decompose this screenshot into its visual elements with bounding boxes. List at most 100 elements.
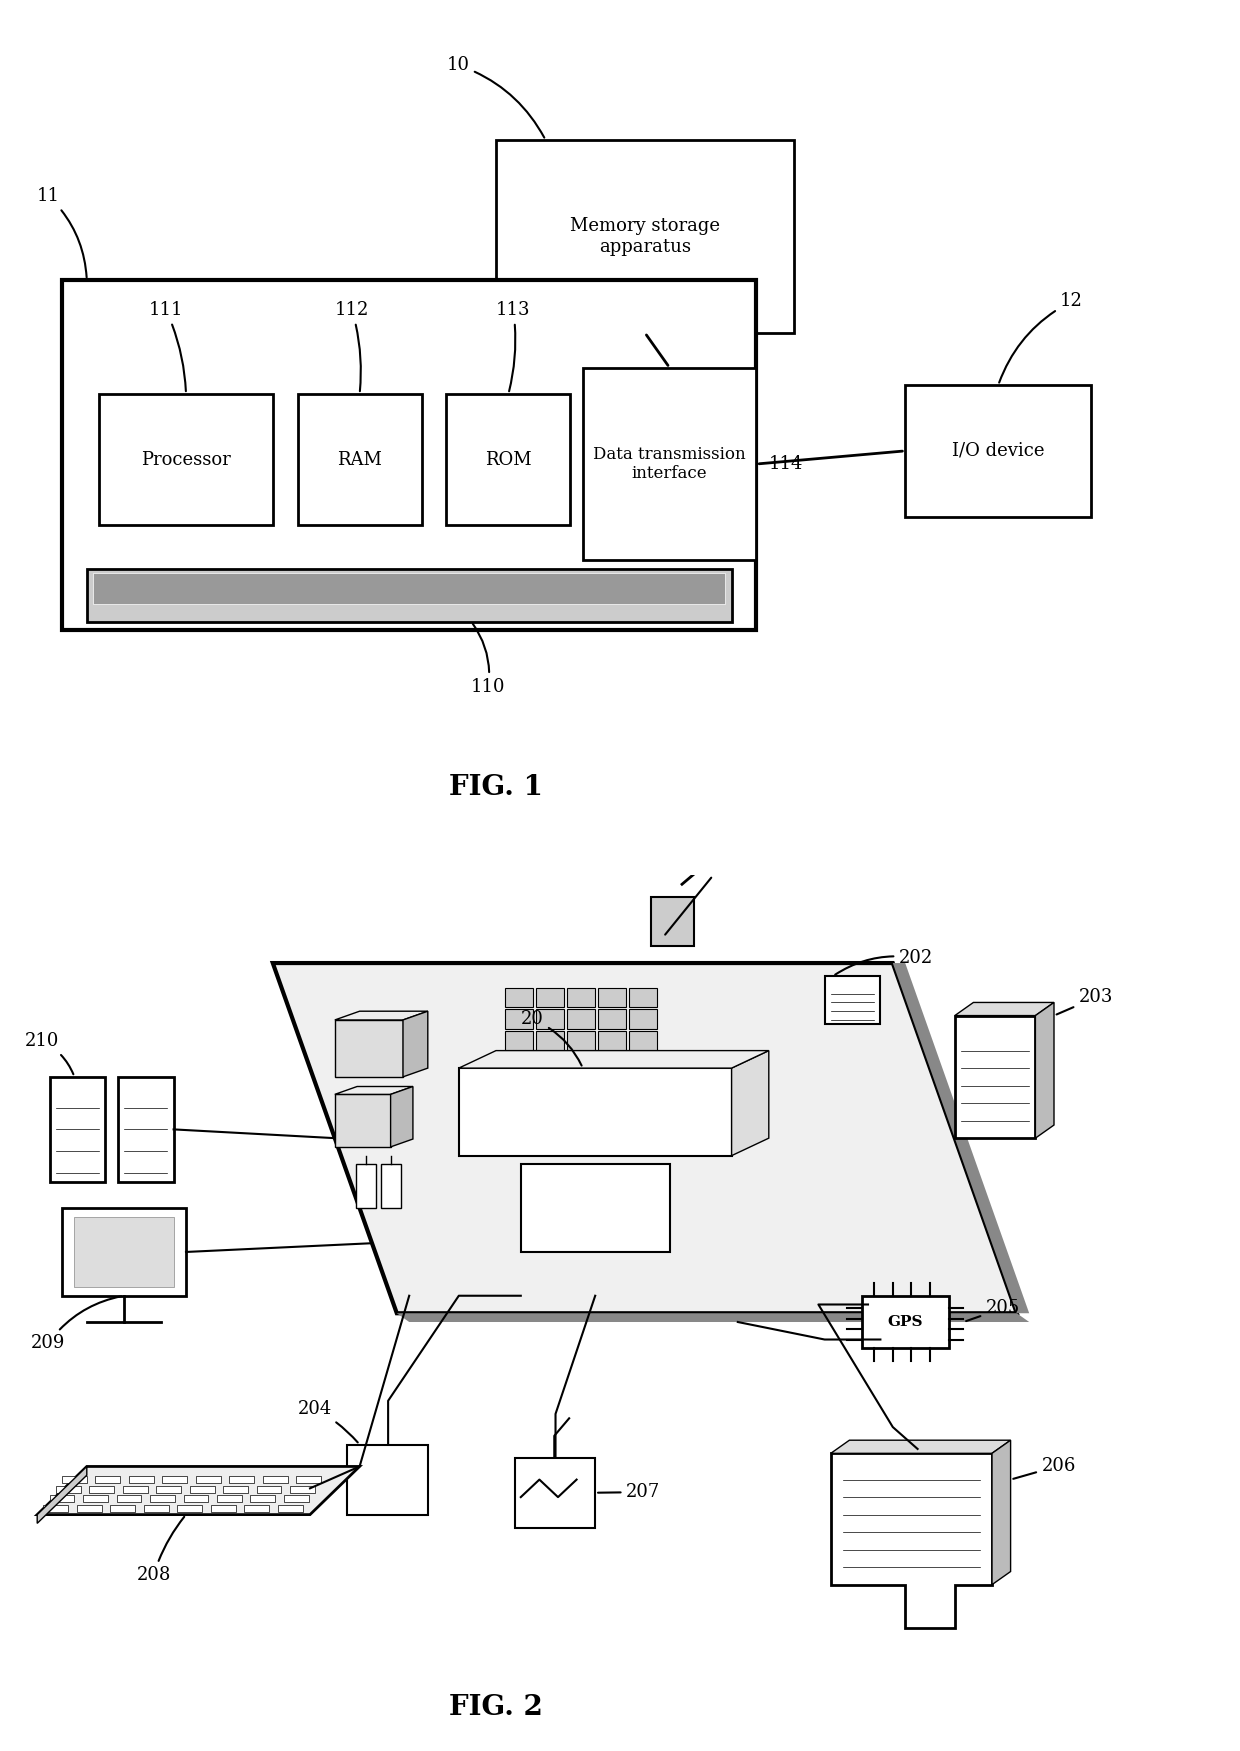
Polygon shape (37, 1467, 360, 1515)
Text: 10: 10 (446, 56, 544, 138)
Text: ROM: ROM (485, 450, 532, 469)
Polygon shape (391, 1086, 413, 1147)
FancyBboxPatch shape (347, 1445, 428, 1515)
FancyBboxPatch shape (74, 1217, 174, 1287)
FancyBboxPatch shape (196, 1476, 221, 1483)
Text: Processor: Processor (141, 450, 231, 469)
FancyBboxPatch shape (217, 1495, 242, 1502)
FancyBboxPatch shape (446, 394, 570, 525)
Polygon shape (459, 1051, 769, 1068)
FancyBboxPatch shape (56, 1485, 81, 1492)
FancyBboxPatch shape (568, 1009, 595, 1030)
Text: FIG. 2: FIG. 2 (449, 1693, 543, 1721)
FancyBboxPatch shape (862, 1296, 949, 1348)
FancyBboxPatch shape (223, 1485, 248, 1492)
FancyBboxPatch shape (496, 140, 794, 333)
FancyBboxPatch shape (62, 1208, 186, 1296)
Text: 110: 110 (471, 623, 506, 695)
FancyBboxPatch shape (184, 1495, 208, 1502)
Text: 20: 20 (521, 1010, 582, 1066)
Polygon shape (273, 963, 1017, 1313)
Text: Memory storage
apparatus: Memory storage apparatus (570, 217, 719, 256)
Polygon shape (831, 1453, 992, 1628)
FancyBboxPatch shape (629, 1009, 657, 1030)
FancyBboxPatch shape (263, 1476, 288, 1483)
FancyBboxPatch shape (298, 394, 422, 525)
FancyBboxPatch shape (244, 1504, 269, 1511)
FancyBboxPatch shape (89, 1485, 114, 1492)
FancyBboxPatch shape (506, 988, 533, 1007)
FancyBboxPatch shape (598, 1031, 625, 1051)
FancyBboxPatch shape (335, 1094, 391, 1147)
FancyBboxPatch shape (651, 897, 694, 946)
FancyBboxPatch shape (568, 988, 595, 1007)
Text: 112: 112 (335, 301, 370, 390)
Text: 113: 113 (496, 301, 531, 390)
FancyBboxPatch shape (506, 1009, 533, 1030)
FancyBboxPatch shape (905, 385, 1091, 517)
FancyBboxPatch shape (250, 1495, 275, 1502)
FancyBboxPatch shape (150, 1495, 175, 1502)
Text: I/O device: I/O device (952, 441, 1044, 461)
FancyBboxPatch shape (129, 1476, 154, 1483)
Text: 205: 205 (966, 1299, 1021, 1320)
FancyBboxPatch shape (521, 1164, 670, 1252)
FancyBboxPatch shape (290, 1485, 315, 1492)
Polygon shape (992, 1439, 1011, 1585)
Text: FIG. 1: FIG. 1 (449, 774, 543, 802)
FancyBboxPatch shape (50, 1077, 105, 1182)
FancyBboxPatch shape (356, 1164, 376, 1208)
FancyBboxPatch shape (536, 988, 563, 1007)
FancyBboxPatch shape (144, 1504, 169, 1511)
FancyBboxPatch shape (110, 1504, 135, 1511)
FancyBboxPatch shape (629, 988, 657, 1007)
FancyBboxPatch shape (83, 1495, 108, 1502)
Polygon shape (37, 1467, 87, 1523)
Polygon shape (893, 963, 1029, 1313)
FancyBboxPatch shape (598, 1009, 625, 1030)
FancyBboxPatch shape (62, 1476, 87, 1483)
FancyBboxPatch shape (629, 1031, 657, 1051)
Text: GPS: GPS (888, 1315, 923, 1329)
Text: 114: 114 (769, 455, 804, 473)
FancyBboxPatch shape (568, 1031, 595, 1051)
FancyBboxPatch shape (43, 1504, 68, 1511)
FancyBboxPatch shape (335, 1019, 403, 1077)
FancyBboxPatch shape (459, 1068, 732, 1156)
FancyBboxPatch shape (955, 1016, 1035, 1138)
Text: 202: 202 (836, 949, 934, 975)
Text: 208: 208 (136, 1516, 185, 1585)
Text: 203: 203 (1056, 989, 1114, 1014)
FancyBboxPatch shape (536, 1031, 563, 1051)
FancyBboxPatch shape (162, 1476, 187, 1483)
FancyBboxPatch shape (87, 569, 732, 622)
FancyBboxPatch shape (50, 1495, 74, 1502)
Text: RAM: RAM (337, 450, 382, 469)
FancyBboxPatch shape (118, 1077, 174, 1182)
Text: Data transmission
interface: Data transmission interface (593, 447, 746, 482)
FancyBboxPatch shape (296, 1476, 321, 1483)
Text: 210: 210 (25, 1033, 73, 1075)
Polygon shape (397, 1313, 1029, 1322)
Polygon shape (1035, 1002, 1054, 1138)
Polygon shape (335, 1086, 413, 1094)
FancyBboxPatch shape (536, 1009, 563, 1030)
FancyBboxPatch shape (506, 1031, 533, 1051)
Polygon shape (831, 1439, 1011, 1453)
FancyBboxPatch shape (117, 1495, 141, 1502)
Text: 111: 111 (149, 301, 186, 390)
Polygon shape (732, 1051, 769, 1156)
FancyBboxPatch shape (93, 574, 725, 604)
Text: 11: 11 (37, 187, 87, 277)
FancyBboxPatch shape (284, 1495, 309, 1502)
Text: 209: 209 (31, 1296, 122, 1352)
FancyBboxPatch shape (515, 1457, 595, 1527)
FancyBboxPatch shape (229, 1476, 254, 1483)
FancyBboxPatch shape (211, 1504, 236, 1511)
FancyBboxPatch shape (583, 368, 756, 560)
FancyBboxPatch shape (190, 1485, 215, 1492)
Text: 204: 204 (298, 1401, 358, 1443)
FancyBboxPatch shape (825, 977, 880, 1024)
FancyBboxPatch shape (99, 394, 273, 525)
FancyBboxPatch shape (381, 1164, 401, 1208)
